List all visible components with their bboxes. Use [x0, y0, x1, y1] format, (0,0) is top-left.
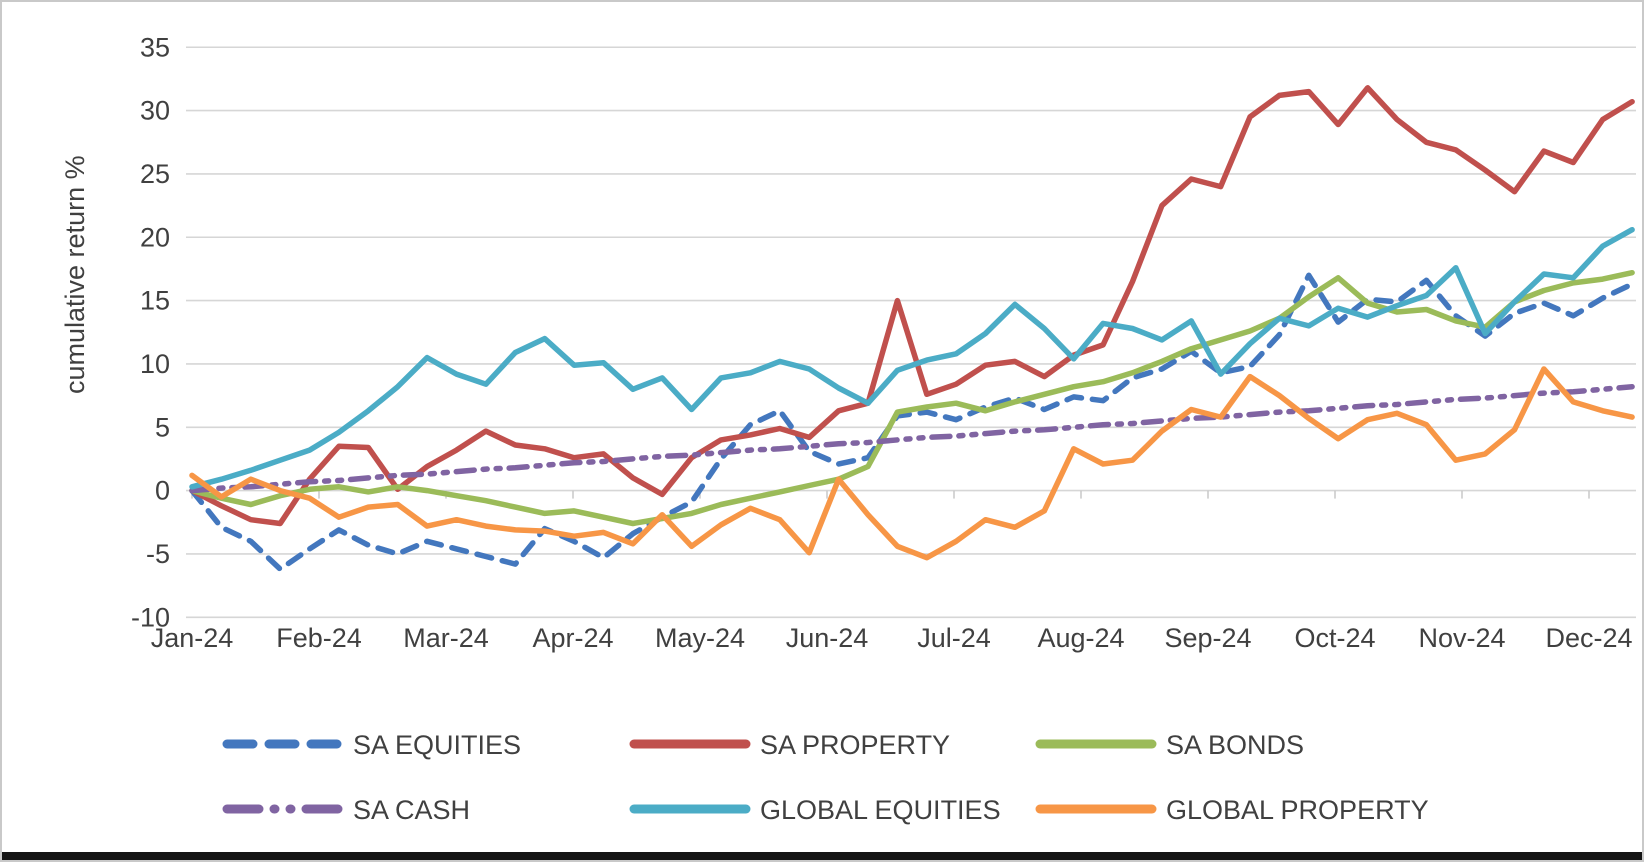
x-tick-label-may-24: May-24: [655, 623, 745, 653]
x-tick-label-apr-24: Apr-24: [532, 623, 613, 653]
x-tick-label-aug-24: Aug-24: [1037, 623, 1124, 653]
series-line-global-equities: [189, 226, 1635, 490]
y-tick-label: 0: [155, 476, 170, 506]
y-tick-label: 20: [140, 222, 170, 252]
legend-label-sa-bonds: SA BONDS: [1166, 730, 1304, 760]
x-tick-label-jul-24: Jul-24: [917, 623, 991, 653]
x-tick-label-feb-24: Feb-24: [276, 623, 362, 653]
y-axis-title: cumulative return %: [60, 155, 90, 394]
legend-label-global-equities: GLOBAL EQUITIES: [760, 795, 1001, 825]
y-tick-label: -10: [131, 602, 170, 632]
legend-item-global-property: GLOBAL PROPERTY: [1035, 795, 1429, 825]
y-tick-label: 5: [155, 412, 170, 442]
legend: SA EQUITIES SA PROPERTY SA BONDS SA CASH GLO…: [222, 730, 1429, 825]
series-line-sa-property: [189, 85, 1635, 527]
legend-label-sa-equities: SA EQUITIES: [353, 730, 521, 760]
series-line-sa-cash: [189, 383, 1635, 494]
x-tick-label-nov-24: Nov-24: [1418, 623, 1505, 653]
legend-item-sa-cash: SA CASH: [222, 795, 470, 825]
x-tick-label-jun-24: Jun-24: [786, 623, 869, 653]
legend-label-sa-property: SA PROPERTY: [760, 730, 950, 760]
x-tick-label-jan-24: Jan-24: [151, 623, 234, 653]
y-tick-label: 30: [140, 96, 170, 126]
x-tick-label-oct-24: Oct-24: [1294, 623, 1375, 653]
x-tick-label-sep-24: Sep-24: [1164, 623, 1251, 653]
x-tick-label-dec-24: Dec-24: [1545, 623, 1632, 653]
y-tick-label: 10: [140, 349, 170, 379]
series-line-sa-equities: [189, 272, 1635, 572]
legend-label-sa-cash: SA CASH: [353, 795, 470, 825]
legend-item-sa-bonds: SA BONDS: [1035, 730, 1304, 760]
series-line-global-property: [189, 366, 1635, 561]
y-tick-label: 25: [140, 159, 170, 189]
legend-item-global-equities: GLOBAL EQUITIES: [629, 795, 1001, 825]
y-tick-label: -5: [146, 539, 170, 569]
series-lines-layer: [189, 85, 1635, 572]
y-tick-label: 15: [140, 286, 170, 316]
bottom-border-bar: [2, 852, 1642, 860]
legend-item-sa-equities: SA EQUITIES: [222, 730, 521, 760]
x-tick-label-mar-24: Mar-24: [403, 623, 489, 653]
legend-item-sa-property: SA PROPERTY: [629, 730, 950, 760]
legend-label-global-property: GLOBAL PROPERTY: [1166, 795, 1429, 825]
y-tick-label: 35: [140, 32, 170, 62]
series-line-sa-bonds: [189, 269, 1635, 527]
